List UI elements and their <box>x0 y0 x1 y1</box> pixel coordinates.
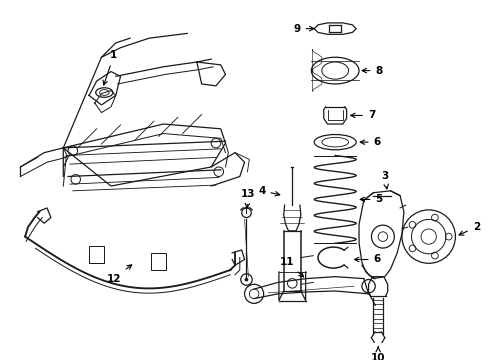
Text: 2: 2 <box>459 222 480 235</box>
Text: 4: 4 <box>258 186 280 196</box>
Bar <box>89 246 104 263</box>
Text: 7: 7 <box>351 111 375 121</box>
Text: 6: 6 <box>360 137 381 147</box>
Bar <box>151 253 166 270</box>
Text: 13: 13 <box>241 189 256 208</box>
Text: 12: 12 <box>107 265 132 284</box>
Text: 5: 5 <box>360 194 383 204</box>
Text: 3: 3 <box>381 171 389 189</box>
Text: 8: 8 <box>362 66 383 76</box>
Text: 1: 1 <box>103 50 118 85</box>
Text: 6: 6 <box>354 255 381 265</box>
Text: 10: 10 <box>371 347 385 360</box>
Text: 11: 11 <box>280 257 304 277</box>
Text: 9: 9 <box>294 24 314 33</box>
Circle shape <box>245 278 248 282</box>
